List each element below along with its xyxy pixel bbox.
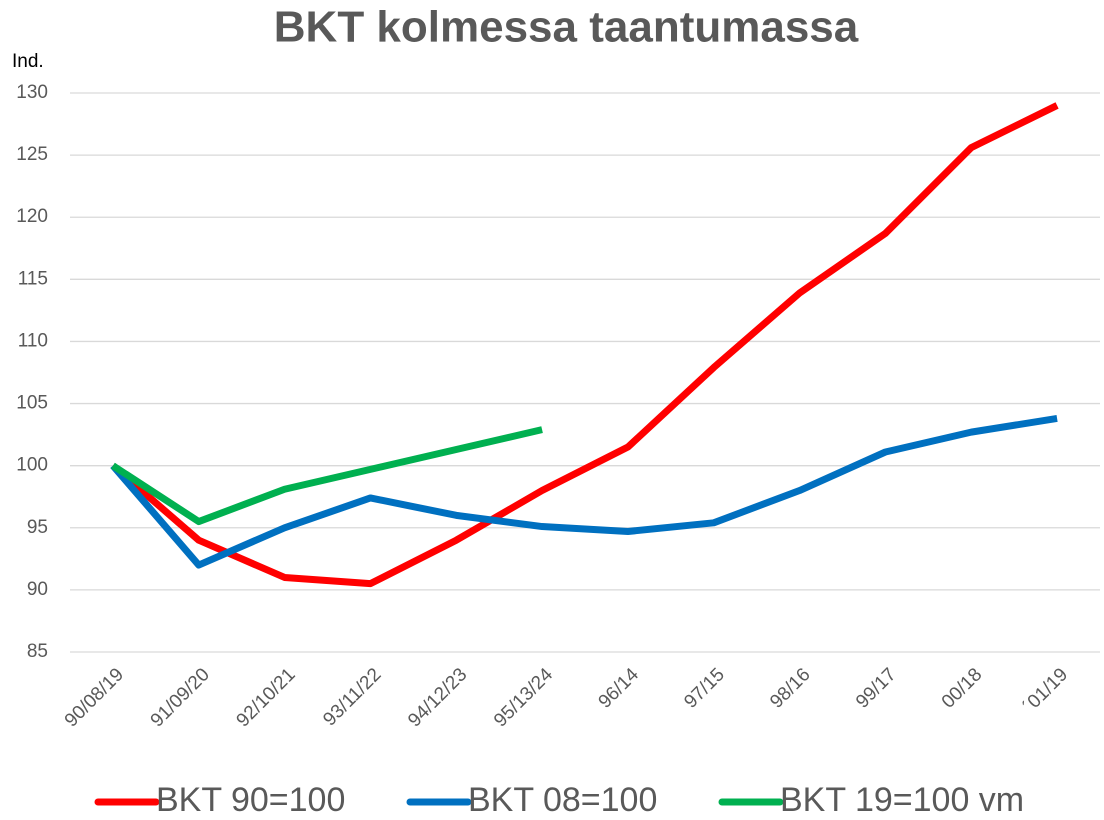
y-tick-label: 85: [27, 641, 48, 662]
y-tick-label: 125: [16, 144, 48, 165]
x-tick-label: ´01/19: [1019, 664, 1072, 717]
legend-label: BKT 19=100 vm: [780, 781, 1024, 819]
x-tick-label: 00/18: [938, 664, 986, 712]
y-axis-label: Ind.: [12, 51, 44, 72]
y-tick-label: 115: [18, 268, 48, 289]
legend-label: BKT 90=100: [156, 781, 345, 819]
y-tick-label: 105: [16, 393, 48, 414]
x-tick-label: 92/10/21: [233, 664, 300, 731]
x-tick-label: 93/11/22: [319, 664, 385, 730]
y-tick-label: 110: [18, 330, 48, 351]
series-line: [110, 102, 1059, 588]
x-tick-label: 94/12/23: [404, 664, 471, 731]
chart-title: BKT kolmessa taantumassa: [274, 3, 859, 52]
y-tick-label: 100: [16, 455, 48, 476]
series-line: [110, 415, 1058, 569]
x-tick-label: 95/13/24: [490, 664, 557, 731]
y-tick-label: 120: [16, 206, 48, 227]
x-tick-label: 96/14: [595, 664, 644, 713]
series-line: [111, 426, 543, 526]
y-tick-label: 95: [27, 517, 48, 538]
x-tick-label: 97/15: [680, 664, 728, 712]
x-tick-label: 98/16: [766, 664, 814, 712]
y-tick-label: 130: [16, 82, 48, 103]
x-tick-label: 90/08/19: [61, 664, 128, 731]
y-tick-label: 90: [27, 579, 48, 600]
legend-label: BKT 08=100: [468, 781, 657, 819]
x-tick-label: 91/09/20: [147, 664, 214, 731]
x-tick-label: 99/17: [852, 664, 900, 712]
